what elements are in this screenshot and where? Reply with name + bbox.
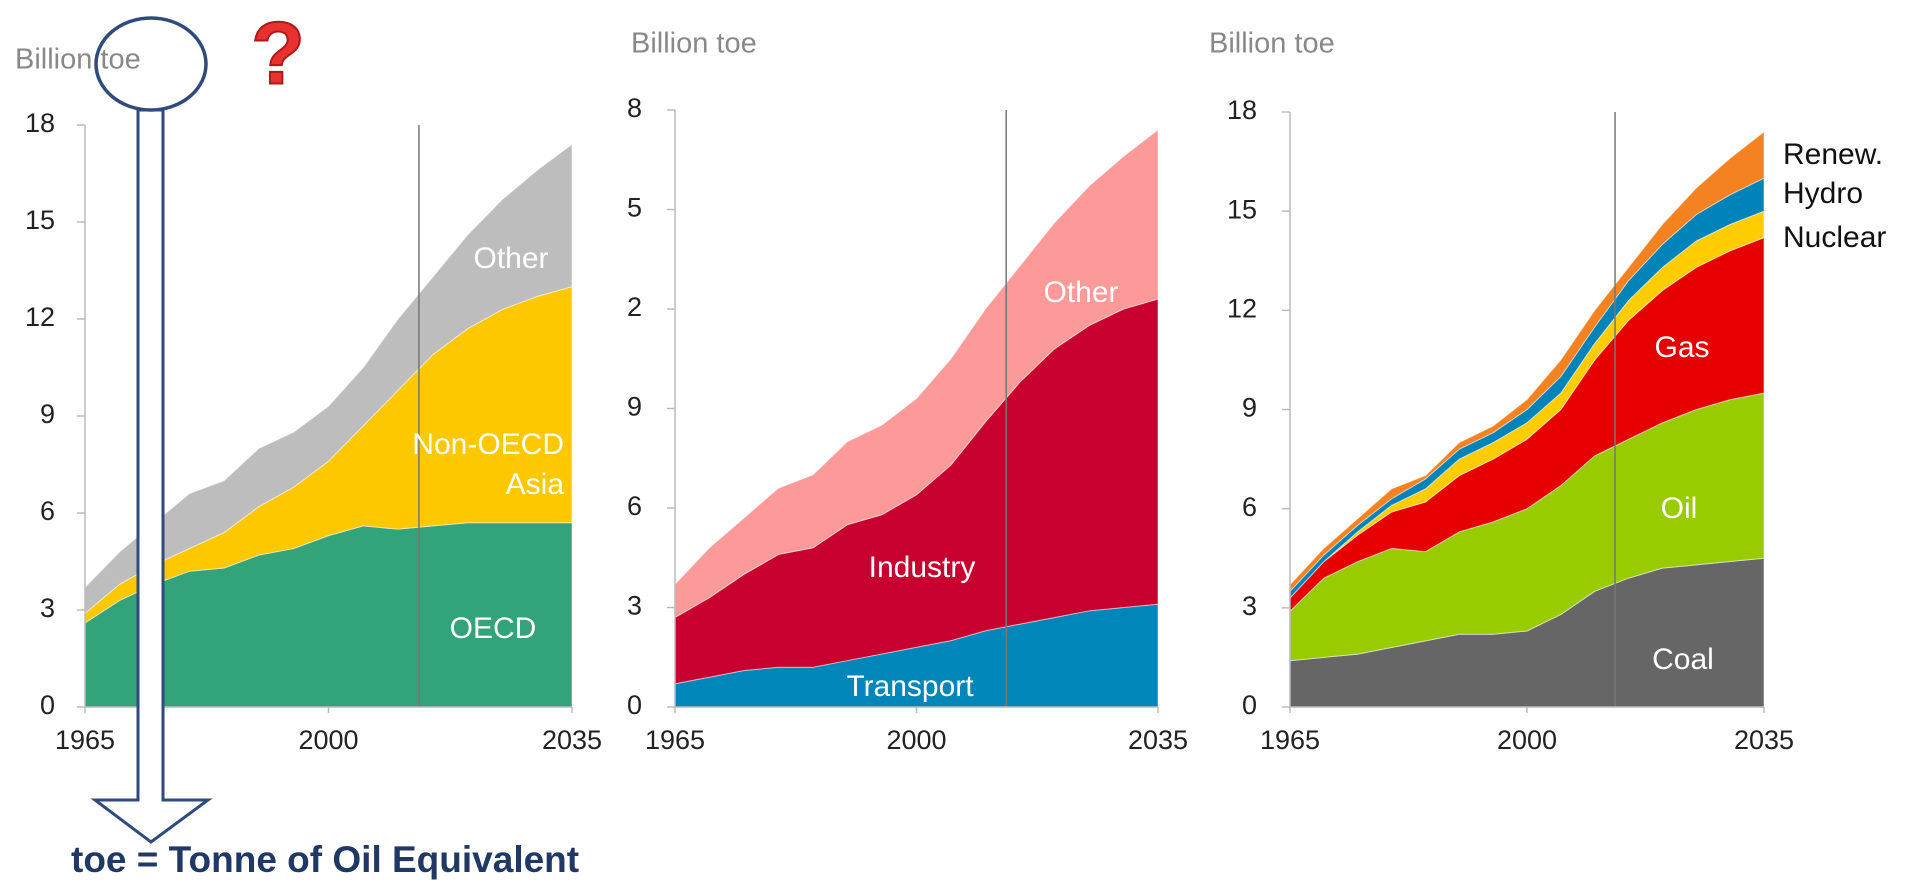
y-tick-label: 18 <box>1227 95 1257 125</box>
area <box>1289 130 1765 593</box>
area <box>674 128 1159 619</box>
x-tick-label: 2000 <box>1497 725 1557 755</box>
note: toe = Tonne of Oil Equivalent <box>71 839 579 880</box>
chart: 0 3 6 9 12 15 18 1965 2000 2035 Billion toe Coal Oil… <box>1209 28 1886 755</box>
y-tick-label: 12 <box>1227 293 1257 323</box>
y-tick-label: 18 <box>25 108 55 138</box>
series-label: Non-OECD Asia <box>412 428 564 501</box>
series-label: Gas <box>1654 331 1709 364</box>
legend-label: Renew. <box>1783 138 1883 171</box>
y-tick-label: 6 <box>1242 492 1257 522</box>
series-label: Other <box>1043 276 1118 309</box>
x-tick-label: 2035 <box>1734 725 1794 755</box>
area <box>84 143 573 615</box>
y-tick-label: 0 <box>1242 690 1257 720</box>
x-tick-label: 1965 <box>55 725 115 755</box>
legend-label: Nuclear <box>1783 221 1886 254</box>
chart: 0 3 6 9 2 5 8 1965 2000 2035 Billion toe Transport I… <box>627 28 1188 755</box>
series-label: Coal <box>1652 643 1714 676</box>
y-axis-label: Billion toe <box>1209 28 1335 60</box>
y-tick-label: 8 <box>627 93 642 123</box>
y-tick-label: 5 <box>627 193 642 223</box>
y-tick-label: 9 <box>627 392 642 422</box>
y-axis-label: Billion toe <box>631 28 757 60</box>
y-tick-label: 2 <box>627 292 642 322</box>
series-label: Industry <box>869 551 976 584</box>
legend-label: Hydro <box>1783 177 1863 210</box>
series-label: OECD <box>450 612 537 645</box>
x-tick-label: 1965 <box>1260 725 1320 755</box>
y-tick-label: 15 <box>1227 194 1257 224</box>
y-tick-label: 12 <box>25 302 55 332</box>
series-label: Oil <box>1661 492 1698 525</box>
y-tick-label: 6 <box>40 496 55 526</box>
x-tick-label: 2035 <box>542 725 602 755</box>
y-tick-label: 0 <box>627 690 642 720</box>
y-tick-label: 15 <box>25 205 55 235</box>
y-tick-label: 0 <box>40 690 55 720</box>
x-tick-label: 1965 <box>645 725 705 755</box>
x-tick-label: 2000 <box>298 725 358 755</box>
chart: 0 3 6 9 12 15 18 1965 2000 2035 Billion toe OECD Non… <box>15 44 602 755</box>
y-tick-label: 9 <box>1242 393 1257 423</box>
x-tick-label: 2035 <box>1128 725 1188 755</box>
y-tick-label: 3 <box>40 593 55 623</box>
x-tick-label: 2000 <box>886 725 946 755</box>
y-tick-label: 3 <box>627 591 642 621</box>
y-axis-label: Billion toe <box>15 44 141 76</box>
y-tick-label: 6 <box>627 491 642 521</box>
y-tick-label: 3 <box>1242 591 1257 621</box>
y-tick-label: 9 <box>40 399 55 429</box>
annotation-arrow <box>90 16 213 844</box>
series-label: Transport <box>846 670 974 703</box>
question-mark: ? <box>251 3 305 102</box>
series-label: Other <box>473 242 548 275</box>
